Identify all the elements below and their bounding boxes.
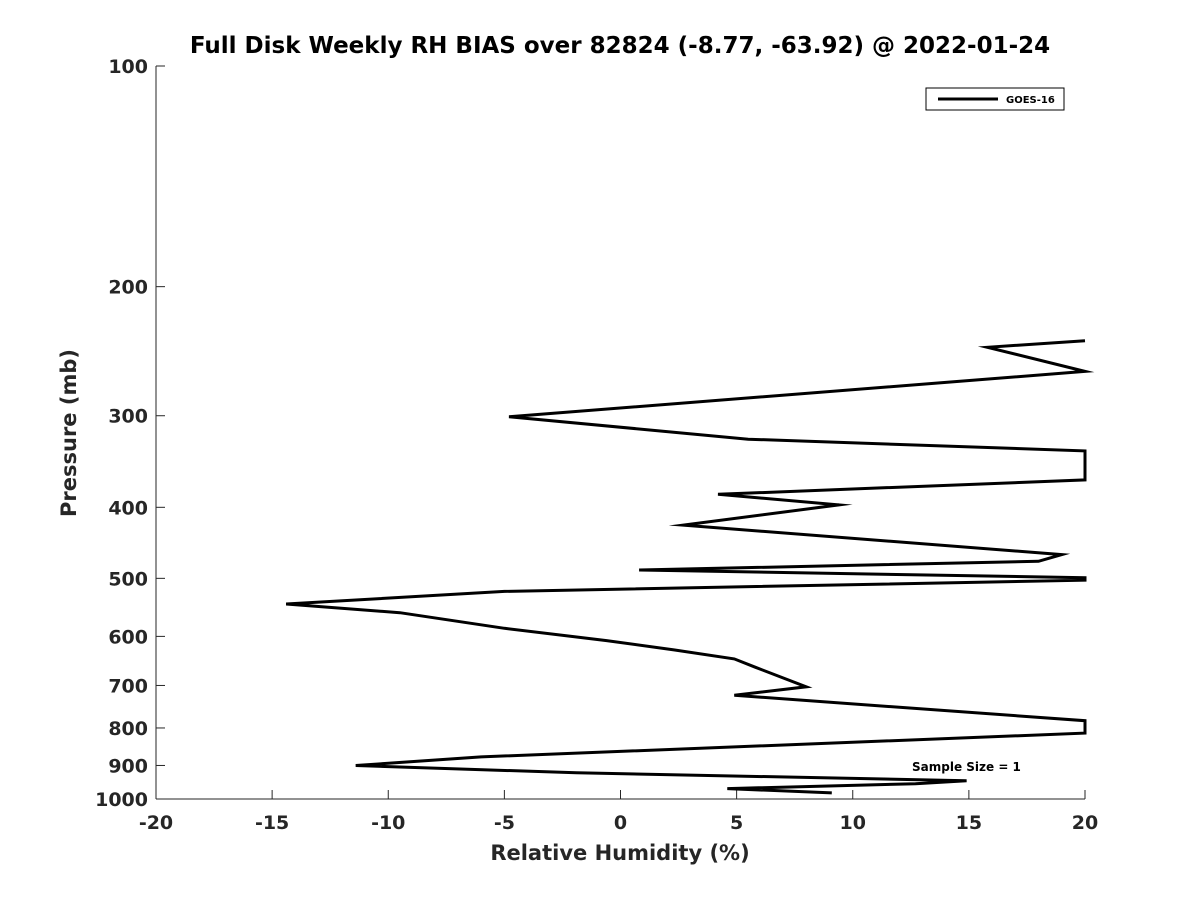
y-tick-label: 700 bbox=[108, 675, 148, 697]
y-tick-label: 500 bbox=[108, 568, 148, 590]
y-tick-label: 300 bbox=[108, 406, 148, 428]
legend-label: GOES-16 bbox=[1006, 95, 1055, 106]
x-tick-label: 20 bbox=[1072, 812, 1098, 834]
x-tick-label: -15 bbox=[255, 812, 289, 834]
y-tick-label: 600 bbox=[108, 626, 148, 648]
series-line-goes-16 bbox=[285, 339, 1095, 795]
x-axis: -20 -15 -10 -5 0 5 10 15 20 bbox=[139, 790, 1098, 834]
y-tick-label: 400 bbox=[108, 497, 148, 519]
legend: GOES-16 bbox=[925, 87, 1065, 111]
y-tick-label: 800 bbox=[108, 718, 148, 740]
x-tick-label: 0 bbox=[614, 812, 627, 834]
y-tick-label: 100 bbox=[108, 56, 148, 78]
y-tick-label: 200 bbox=[108, 277, 148, 299]
x-tick-label: -10 bbox=[371, 812, 405, 834]
sample-size-annotation: Sample Size = 1 bbox=[912, 760, 1021, 774]
y-tick-label: 900 bbox=[108, 755, 148, 777]
x-axis-label: Relative Humidity (%) bbox=[490, 841, 749, 865]
y-axis-label: Pressure (mb) bbox=[57, 349, 81, 517]
x-tick-label: 15 bbox=[956, 812, 982, 834]
y-tick-label: 1000 bbox=[95, 789, 148, 811]
x-tick-label: 5 bbox=[730, 812, 743, 834]
series-layer bbox=[285, 339, 1095, 795]
x-tick-label: -20 bbox=[139, 812, 173, 834]
x-tick-label: -5 bbox=[494, 812, 515, 834]
x-tick-label: 10 bbox=[840, 812, 866, 834]
axes bbox=[155, 66, 1085, 800]
chart-title: Full Disk Weekly RH BIAS over 82824 (-8.… bbox=[190, 33, 1050, 59]
y-axis: 100 200 300 400 500 600 700 800 900 1000 bbox=[95, 56, 165, 811]
